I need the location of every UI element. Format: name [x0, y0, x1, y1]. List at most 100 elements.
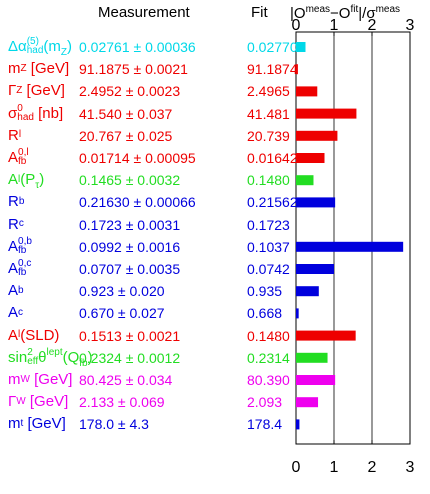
measurement-value: 0.0707 ± 0.0035 — [79, 261, 181, 277]
pull-bar — [296, 64, 298, 75]
fit-value: 0.1037 — [247, 238, 290, 255]
label-sub: c — [18, 306, 24, 318]
label-sup: 0 — [17, 102, 23, 114]
table-row: sin 2 eff θ lept (Qfb) 0.2324 ± 0.0012 0.2314 — [0, 347, 290, 368]
fit-value: 0.21562 — [247, 194, 298, 211]
pull-bar — [296, 308, 299, 319]
label-sup2: lept — [46, 346, 63, 358]
measurement-value: 0.1465 ± 0.0032 — [79, 172, 181, 189]
pull-bar — [296, 352, 328, 363]
fit-value: 2.4965 — [247, 83, 290, 100]
label-main: A — [8, 237, 19, 255]
measurement-value: 0.670 ± 0.027 — [79, 305, 165, 322]
table-row: Δα (5) had (mZ) 0.02761 ± 0.00036 0.02770 — [0, 36, 298, 58]
tick-label: 1 — [330, 459, 339, 476]
label-tail-end: ) — [87, 348, 93, 366]
label-main: A — [8, 260, 19, 277]
label-sub: Z — [20, 62, 27, 74]
label-main: m — [8, 415, 21, 433]
tick-label: 3 — [406, 459, 415, 476]
label-main: R — [8, 215, 19, 233]
label-tail-end: ) — [39, 171, 45, 189]
label-sub: fb — [18, 156, 27, 168]
measurement-value: 0.1723 ± 0.0031 — [79, 216, 181, 233]
measurement-value: 91.1875 ± 0.0021 — [79, 61, 188, 78]
table-row: A 0,b fb 0.0992 ± 0.0016 0.1037 — [0, 236, 290, 258]
label-tail: [GeV] — [25, 393, 69, 411]
pull-bar — [296, 86, 318, 97]
fit-value: 20.739 — [247, 127, 290, 144]
label-tail: [GeV] — [26, 60, 70, 78]
fit-value: 80.390 — [247, 372, 290, 388]
label-main: A — [8, 326, 19, 344]
label-sub: l — [18, 129, 22, 141]
pull-bar — [296, 175, 314, 186]
observable-label: A 0,b fb — [8, 236, 32, 258]
label-sub: Z — [16, 84, 23, 96]
pull-bar — [296, 330, 356, 341]
label-main: Γ — [8, 82, 17, 100]
measurement-value: 0.21630 ± 0.00066 — [79, 194, 196, 211]
label-tail-sub: τ — [35, 180, 40, 192]
label-tail: (SLD) — [20, 326, 60, 344]
label-tail: (P — [20, 171, 36, 189]
measurement-value: 0.02761 ± 0.00036 — [79, 39, 196, 55]
tick-label: 3 — [406, 17, 415, 34]
observable-label: sin 2 eff θ lept (Qfb) — [8, 347, 93, 375]
fit-value: 41.481 — [247, 105, 290, 122]
label-main: R — [8, 126, 19, 144]
fit-value: 0.1723 — [247, 216, 290, 233]
fit-value: 0.01642 — [247, 150, 298, 166]
measurement-header: Measurement — [98, 4, 190, 21]
label-tail-sub: Z — [60, 47, 67, 58]
observable-label: A 0,c fb — [8, 258, 31, 280]
table-row: A 0,c fb 0.0707 ± 0.0035 0.0742 — [0, 258, 290, 280]
fit-header: Fit — [251, 4, 268, 21]
measurement-value: 0.923 ± 0.020 — [79, 283, 165, 300]
pull-header-part: −O — [330, 5, 351, 22]
label-tail-end: ) — [67, 38, 72, 55]
tick-label: 1 — [330, 17, 339, 34]
measurement-value: 0.01714 ± 0.00095 — [79, 150, 196, 166]
label-sub: l — [18, 329, 21, 341]
tick-label: 2 — [368, 459, 377, 476]
label-tail-sub: fb — [79, 357, 88, 369]
label-main: A — [8, 282, 19, 300]
measurement-value: 0.2324 ± 0.0012 — [79, 349, 181, 366]
label-main: σ — [8, 104, 18, 122]
label-sub: l — [18, 173, 21, 185]
measurement-value: 0.0992 ± 0.0016 — [79, 238, 181, 255]
fit-value: 91.1874 — [247, 61, 298, 78]
label-sub: c — [18, 218, 24, 230]
label-main: sin — [8, 348, 28, 366]
pull-bar — [296, 419, 300, 430]
label-tail: [nb] — [33, 104, 64, 122]
label-tail: (Q — [62, 348, 80, 366]
pull-bar — [296, 375, 336, 385]
pull-bar — [296, 397, 319, 408]
fit-value: 0.2314 — [247, 349, 290, 366]
measurement-value: 2.133 ± 0.069 — [79, 394, 165, 411]
pull-bar — [296, 241, 404, 252]
tick-label: 2 — [368, 17, 377, 34]
fit-value: 0.935 — [247, 283, 283, 300]
pull-header-part: |/σ — [358, 5, 376, 22]
fit-value: 0.1480 — [247, 327, 290, 344]
observable-label: Δα (5) had (mZ) — [8, 36, 72, 64]
label-main: A — [8, 149, 19, 166]
